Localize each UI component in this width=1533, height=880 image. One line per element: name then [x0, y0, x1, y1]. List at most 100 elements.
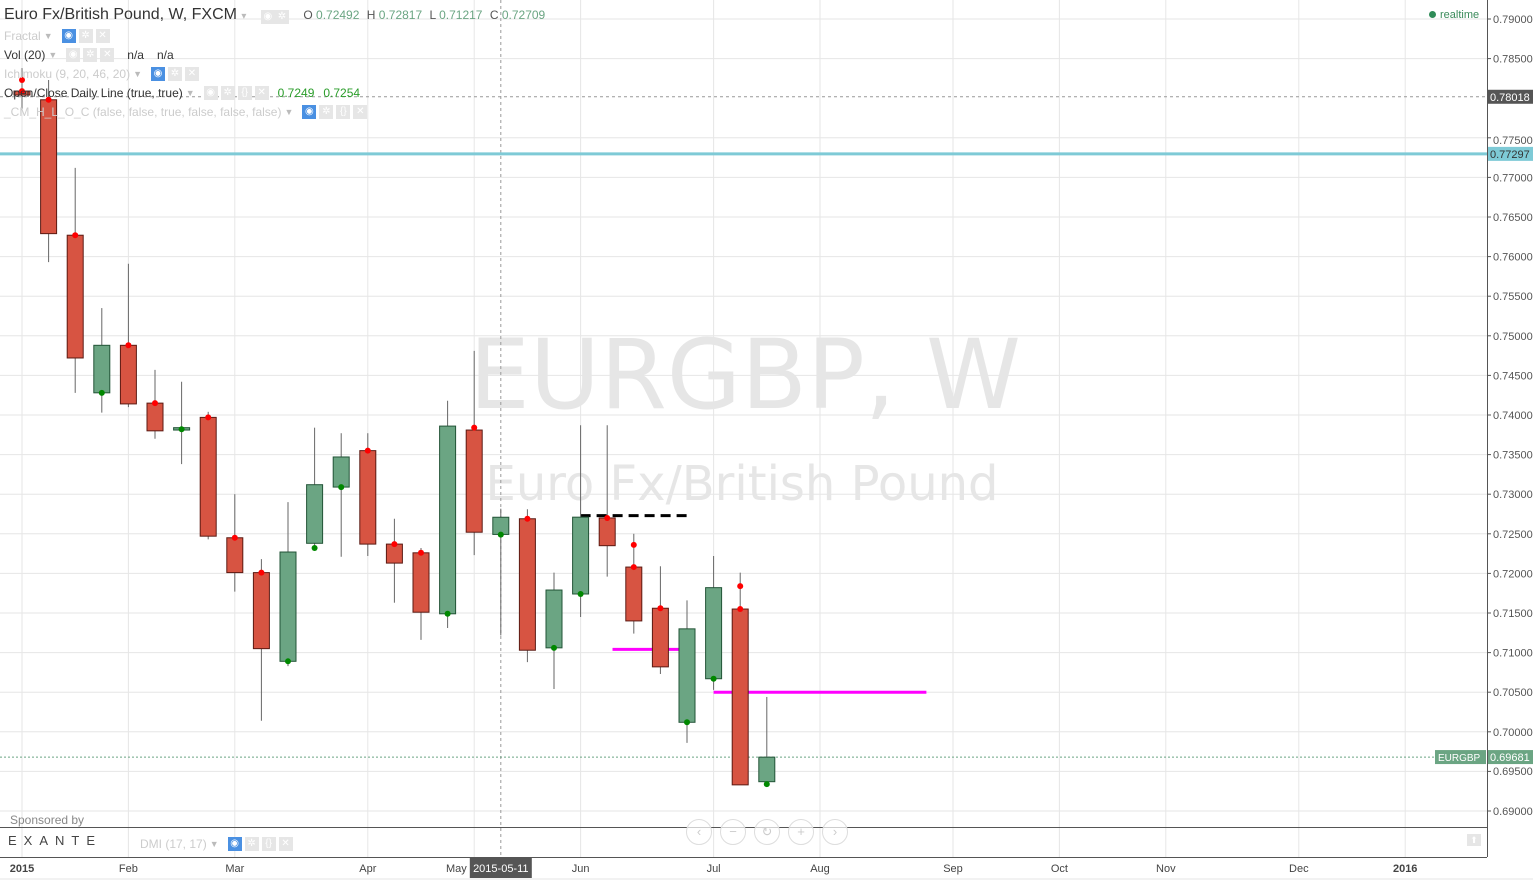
- code-icon[interactable]: {}: [336, 105, 351, 119]
- candle-up[interactable]: [758, 756, 776, 783]
- y-tick-label: 0.74500: [1493, 370, 1533, 382]
- indicator-name[interactable]: Fractal: [4, 29, 41, 43]
- candle-up[interactable]: [545, 589, 563, 649]
- fractal-up-marker: [72, 232, 79, 239]
- gear-icon[interactable]: ✲: [83, 48, 98, 62]
- candle-down[interactable]: [412, 552, 430, 613]
- candle-down[interactable]: [625, 566, 643, 622]
- indicator-name[interactable]: Ichimoku (9, 20, 46, 20): [4, 67, 131, 81]
- candle-up[interactable]: [705, 587, 723, 680]
- candle-down[interactable]: [731, 608, 749, 786]
- indicator-name[interactable]: Open/Close Daily Line (true, true): [4, 86, 183, 100]
- dmi-indicator-name[interactable]: DMI (17, 17): [140, 837, 207, 851]
- chevron-down-icon[interactable]: ▾: [241, 11, 247, 22]
- watermark: EURGBP, W Euro Fx/British Pound: [469, 319, 1021, 512]
- x-tick-label: Jul: [707, 863, 721, 875]
- candle-up[interactable]: [572, 516, 590, 595]
- fractal-up-marker: [152, 400, 158, 407]
- chevron-down-icon[interactable]: ▼: [284, 107, 294, 117]
- zoom-in-button[interactable]: +: [788, 819, 814, 845]
- fractal-down-marker: [684, 719, 690, 726]
- eye-icon[interactable]: ◉: [260, 10, 275, 24]
- indicator-name[interactable]: Vol (20): [4, 48, 46, 62]
- fractal-down-marker: [710, 675, 717, 682]
- candle-down[interactable]: [146, 402, 164, 432]
- eye-icon[interactable]: ◉: [61, 29, 76, 43]
- code-icon[interactable]: {}: [261, 837, 276, 851]
- chevron-down-icon[interactable]: ▼: [48, 50, 58, 60]
- candle-down[interactable]: [66, 234, 84, 359]
- candle-up[interactable]: [332, 456, 350, 488]
- close-icon[interactable]: ✕: [278, 837, 293, 851]
- scroll-up-button[interactable]: ⬆: [1467, 834, 1481, 846]
- candle-up[interactable]: [306, 484, 324, 544]
- candle-down[interactable]: [518, 518, 536, 651]
- close-icon[interactable]: ✕: [100, 48, 115, 62]
- x-tick-label: 2015: [10, 863, 34, 875]
- eye-icon[interactable]: ◉: [227, 837, 242, 851]
- close-value: 0.72709: [501, 8, 546, 22]
- scroll-left-button[interactable]: ‹: [686, 819, 712, 845]
- eye-icon[interactable]: ◉: [302, 105, 317, 119]
- candle-down[interactable]: [598, 517, 616, 547]
- y-tick-label: 0.77500: [1493, 135, 1533, 147]
- candle-down[interactable]: [252, 572, 270, 650]
- candle-up[interactable]: [93, 344, 111, 394]
- candle-down[interactable]: [465, 429, 483, 533]
- x-tick-label: Sep: [943, 863, 963, 875]
- code-icon[interactable]: {}: [237, 86, 252, 100]
- close-icon[interactable]: ✕: [254, 86, 269, 100]
- fractal-down-marker: [497, 531, 504, 538]
- gear-icon[interactable]: ✲: [274, 10, 289, 24]
- fractal-down-marker: [763, 781, 770, 788]
- fractal-up-marker: [471, 424, 478, 431]
- y-tick-label: 0.76500: [1493, 212, 1533, 224]
- chevron-down-icon[interactable]: ▼: [185, 88, 195, 98]
- candle-up[interactable]: [439, 425, 457, 615]
- x-tick-label: Oct: [1051, 863, 1068, 875]
- fractal-up-marker: [45, 96, 52, 103]
- candle-down[interactable]: [119, 344, 137, 405]
- candle-down[interactable]: [226, 537, 244, 574]
- indicator-name[interactable]: _CM_H_L_O_C (false, false, true, false, …: [4, 105, 282, 119]
- x-tick-label: May: [446, 863, 467, 875]
- candle-up[interactable]: [279, 551, 297, 662]
- symbol-watermark: EURGBP, W: [469, 319, 1021, 431]
- zoom-out-button[interactable]: −: [720, 819, 746, 845]
- symbol-title[interactable]: Euro Fx/British Pound, W, FXCM: [4, 6, 237, 23]
- fractal-down-marker: [338, 484, 345, 491]
- close-icon[interactable]: ✕: [95, 29, 110, 43]
- gear-icon[interactable]: ✲: [319, 105, 334, 119]
- eye-icon[interactable]: ◉: [203, 86, 218, 100]
- candle-down[interactable]: [199, 416, 217, 537]
- close-icon[interactable]: ✕: [185, 67, 199, 81]
- open-value: 0.72492: [316, 8, 360, 22]
- eye-icon[interactable]: ◉: [151, 67, 165, 81]
- scroll-right-button[interactable]: ›: [822, 819, 848, 845]
- chevron-down-icon[interactable]: ▼: [209, 839, 219, 849]
- candle-down[interactable]: [359, 450, 377, 545]
- fractal-up-marker: [364, 447, 371, 454]
- gear-icon[interactable]: ✲: [168, 67, 182, 81]
- candle-up[interactable]: [678, 628, 696, 723]
- chevron-down-icon[interactable]: ▼: [43, 31, 53, 41]
- gear-icon[interactable]: ✲: [78, 29, 93, 43]
- high-value: 0.72817: [378, 8, 423, 22]
- sponsor-logo[interactable]: EXANTE: [8, 833, 103, 848]
- reset-button[interactable]: ↻: [754, 819, 780, 845]
- eye-icon[interactable]: ◉: [66, 48, 81, 62]
- candle-down[interactable]: [40, 99, 58, 235]
- y-tick-label: 0.74000: [1493, 410, 1533, 422]
- candle-down[interactable]: [651, 607, 669, 668]
- y-tick-label: 0.69500: [1493, 766, 1533, 778]
- y-tick-label: 0.76000: [1493, 252, 1533, 264]
- close-icon[interactable]: ✕: [353, 105, 368, 119]
- price-axis[interactable]: [1487, 0, 1533, 880]
- chevron-down-icon[interactable]: ▼: [133, 69, 142, 79]
- symbol-tag: [1435, 750, 1486, 765]
- fractal-up-marker: [125, 342, 132, 349]
- price-tag: [1488, 89, 1533, 104]
- gear-icon[interactable]: ✲: [220, 86, 235, 100]
- gear-icon[interactable]: ✲: [244, 837, 259, 851]
